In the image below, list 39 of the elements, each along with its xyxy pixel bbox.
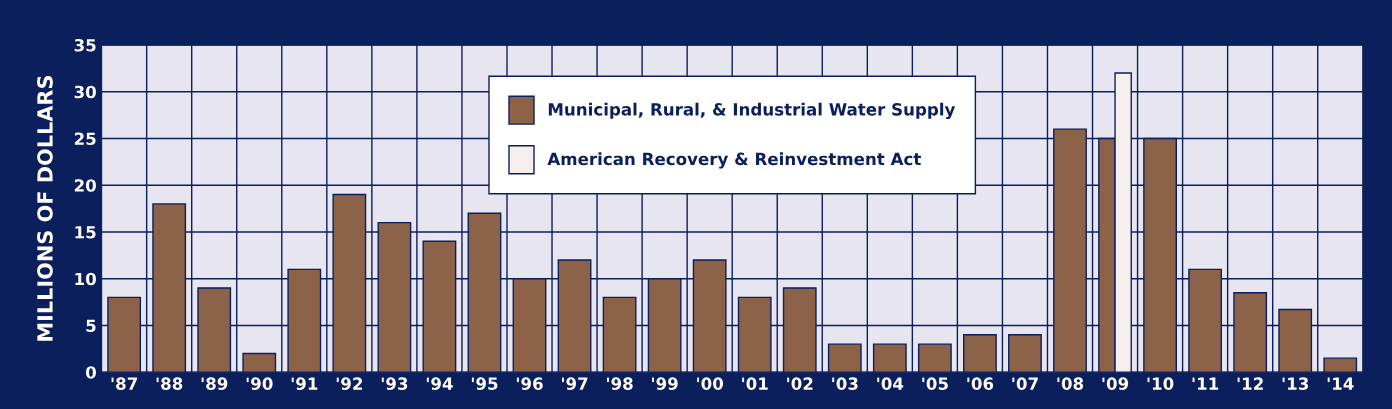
x-tick-label: '14 [1327, 377, 1354, 390]
x-tick-label: '96 [516, 377, 543, 390]
x-tick-label: '97 [561, 377, 588, 390]
y-tick-label: 35 [74, 38, 96, 52]
x-tick-label: '06 [967, 377, 994, 390]
x-tick-label: '07 [1012, 377, 1038, 390]
y-tick-label: 25 [74, 132, 96, 146]
x-tick-label: '89 [201, 377, 228, 390]
x-tick-label: '05 [922, 377, 948, 390]
y-tick-label: 0 [85, 366, 96, 379]
x-tick-label: '10 [1147, 377, 1174, 390]
x-tick-label: '99 [652, 377, 678, 390]
y-tick-label: 20 [74, 179, 96, 192]
x-tick-label: '02 [787, 377, 813, 390]
x-tick-label: '11 [1192, 377, 1219, 390]
x-tick-label: '93 [381, 377, 408, 390]
x-tick-label: '08 [1057, 377, 1084, 390]
x-tick-label: '04 [877, 377, 904, 390]
x-tick-label: '03 [832, 377, 858, 390]
x-tick-label: '91 [291, 377, 318, 390]
y-tick-label: 15 [75, 226, 96, 239]
y-tick-label: 5 [86, 319, 96, 333]
x-tick-label: '90 [246, 377, 273, 390]
x-tick-label: '01 [742, 377, 768, 390]
x-tick-label: '95 [471, 377, 498, 390]
x-tick-label: '92 [336, 377, 363, 390]
y-tick-label: 30 [74, 85, 96, 99]
x-tick-label: '00 [697, 377, 724, 390]
x-tick-label: '98 [607, 377, 633, 390]
x-tick-label: '94 [426, 377, 453, 390]
x-tick-label: '88 [156, 377, 183, 390]
legend-label: Municipal, Rural, & Industrial Water Supply [548, 102, 956, 119]
y-tick-label: 10 [75, 272, 96, 286]
x-tick-label: '13 [1282, 377, 1309, 390]
x-tick-label: '12 [1237, 377, 1263, 390]
y-axis-title: MILLIONS OF DOLLARS [37, 76, 53, 341]
x-tick-label: '09 [1102, 377, 1129, 390]
legend-label: American Recovery & Reinvestment Act [547, 152, 921, 169]
x-tick-label: '87 [111, 377, 137, 390]
